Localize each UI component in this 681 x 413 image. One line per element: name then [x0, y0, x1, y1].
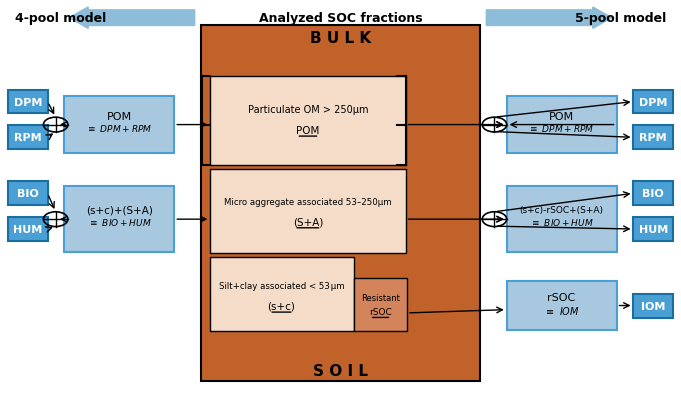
Text: BIO: BIO [17, 189, 39, 199]
Text: RPM: RPM [639, 133, 667, 143]
Bar [507, 187, 616, 252]
Text: (s+c): (s+c) [268, 301, 296, 311]
Text: rSOC: rSOC [548, 292, 575, 303]
Text: (s+c)-rSOC+(S+A): (s+c)-rSOC+(S+A) [520, 205, 603, 214]
Bar [65, 187, 174, 252]
Text: POM: POM [107, 111, 132, 121]
Text: 4-pool model: 4-pool model [15, 12, 106, 25]
Text: rSOC: rSOC [369, 307, 392, 316]
Text: $\equiv$ $\mathit{BIO+HUM}$: $\equiv$ $\mathit{BIO+HUM}$ [530, 216, 593, 228]
Text: DPM: DPM [14, 97, 42, 107]
Bar [65, 97, 174, 154]
Bar [8, 218, 48, 241]
Bar [354, 278, 407, 332]
Text: $\equiv$ $\mathit{DPM+RPM}$: $\equiv$ $\mathit{DPM+RPM}$ [86, 123, 153, 134]
Text: (S+A): (S+A) [293, 217, 323, 227]
Text: HUM: HUM [13, 225, 42, 235]
Bar [633, 294, 673, 318]
Text: $\equiv$ $\mathit{DPM+RPM}$: $\equiv$ $\mathit{DPM+RPM}$ [528, 123, 595, 134]
Text: RPM: RPM [14, 133, 42, 143]
Bar [633, 182, 673, 206]
Bar [8, 126, 48, 150]
Bar [507, 281, 616, 330]
Text: BIO: BIO [642, 189, 664, 199]
Text: Micro aggregate associated 53–250μm: Micro aggregate associated 53–250μm [224, 197, 392, 206]
Bar [507, 97, 616, 154]
Text: 5-pool model: 5-pool model [575, 12, 666, 25]
Text: Silt+clay associated < 53 μm: Silt+clay associated < 53 μm [219, 281, 345, 290]
Text: (s+c)+(S+A): (s+c)+(S+A) [86, 205, 153, 215]
Text: S O I L: S O I L [313, 363, 368, 378]
Text: IOM: IOM [641, 301, 665, 311]
Text: Analyzed SOC fractions: Analyzed SOC fractions [259, 12, 422, 25]
Text: HUM: HUM [639, 225, 668, 235]
Bar [633, 90, 673, 114]
Text: Particulate OM > 250μm: Particulate OM > 250μm [248, 105, 368, 115]
Bar [633, 126, 673, 150]
Text: $\equiv$ $\mathit{BIO+HUM}$: $\equiv$ $\mathit{BIO+HUM}$ [88, 216, 151, 228]
Bar [8, 182, 48, 206]
Bar [210, 257, 354, 332]
Bar [210, 170, 406, 254]
Text: DPM: DPM [639, 97, 667, 107]
FancyArrow shape [69, 8, 195, 29]
Text: B U L K: B U L K [310, 31, 371, 46]
Text: Resistant: Resistant [361, 293, 400, 302]
Bar [633, 218, 673, 241]
Bar [210, 77, 406, 166]
FancyArrow shape [486, 8, 612, 29]
Text: POM: POM [549, 111, 574, 121]
Bar [202, 26, 479, 381]
Text: $\equiv$ $\mathit{IOM}$: $\equiv$ $\mathit{IOM}$ [543, 304, 580, 316]
Bar [8, 90, 48, 114]
Text: POM: POM [296, 126, 319, 135]
